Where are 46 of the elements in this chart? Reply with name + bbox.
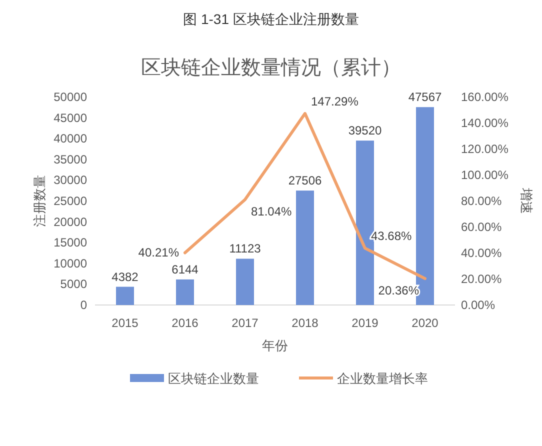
- y-tick-label: 5000: [60, 277, 88, 292]
- data-label: 27506: [288, 174, 322, 188]
- y2-tick-label: 160.00%: [461, 90, 509, 104]
- y-tick-label: 45000: [54, 110, 88, 125]
- bar: [296, 190, 314, 305]
- bar: [176, 279, 194, 305]
- y-tick-label: 35000: [54, 152, 88, 166]
- bar: [236, 258, 254, 305]
- y2-tick-label: 100.00%: [461, 168, 509, 182]
- y-tick-label: 40000: [54, 132, 88, 146]
- data-label: 147.29%: [311, 94, 359, 109]
- bar: [116, 286, 134, 305]
- y2-axis-title: 增速: [519, 187, 534, 214]
- data-label: 6144: [172, 262, 199, 276]
- y-axis-title: 注册数量: [32, 175, 47, 227]
- x-tick-label: 2015: [112, 316, 139, 330]
- y-tick-label: 0: [80, 298, 88, 312]
- chart-title: 图 1-31 区块链企业注册数量: [183, 11, 359, 27]
- x-axis-title: 年份: [262, 338, 288, 353]
- legend-label: 企业数量增长率: [337, 371, 428, 386]
- y-tick-label: 30000: [54, 173, 88, 188]
- data-label: 4382: [112, 270, 139, 284]
- data-label: 39520: [348, 124, 382, 138]
- y-tick-label: 25000: [54, 194, 88, 208]
- y2-tick-label: 120.00%: [461, 142, 509, 156]
- chart-subtitle: 区块链企业数量情况（累计）: [141, 57, 401, 79]
- data-label: 11123: [229, 242, 262, 256]
- y2-tick-label: 40.00%: [461, 246, 502, 260]
- x-tick-label: 2020: [412, 316, 439, 330]
- x-tick-label: 2018: [292, 316, 319, 330]
- y2-tick-label: 60.00%: [461, 220, 502, 234]
- y-tick-label: 15000: [54, 236, 88, 250]
- y2-tick-label: 20.00%: [461, 272, 502, 286]
- y2-tick-label: 80.00%: [461, 194, 502, 208]
- x-tick-label: 2019: [352, 316, 379, 330]
- y2-tick-label: 0.00%: [461, 298, 496, 312]
- y-tick-label: 10000: [54, 256, 88, 270]
- x-tick-label: 2017: [232, 316, 259, 330]
- y2-tick-label: 140.00%: [461, 116, 509, 130]
- data-label: 81.04%: [251, 204, 292, 219]
- data-label: 40.21%: [138, 246, 180, 260]
- legend-label: 区块链企业数量: [168, 371, 259, 386]
- x-tick-label: 2016: [172, 316, 199, 330]
- y-tick-label: 50000: [54, 90, 88, 104]
- data-label: 47567: [408, 90, 442, 104]
- y-tick-label: 20000: [54, 214, 88, 229]
